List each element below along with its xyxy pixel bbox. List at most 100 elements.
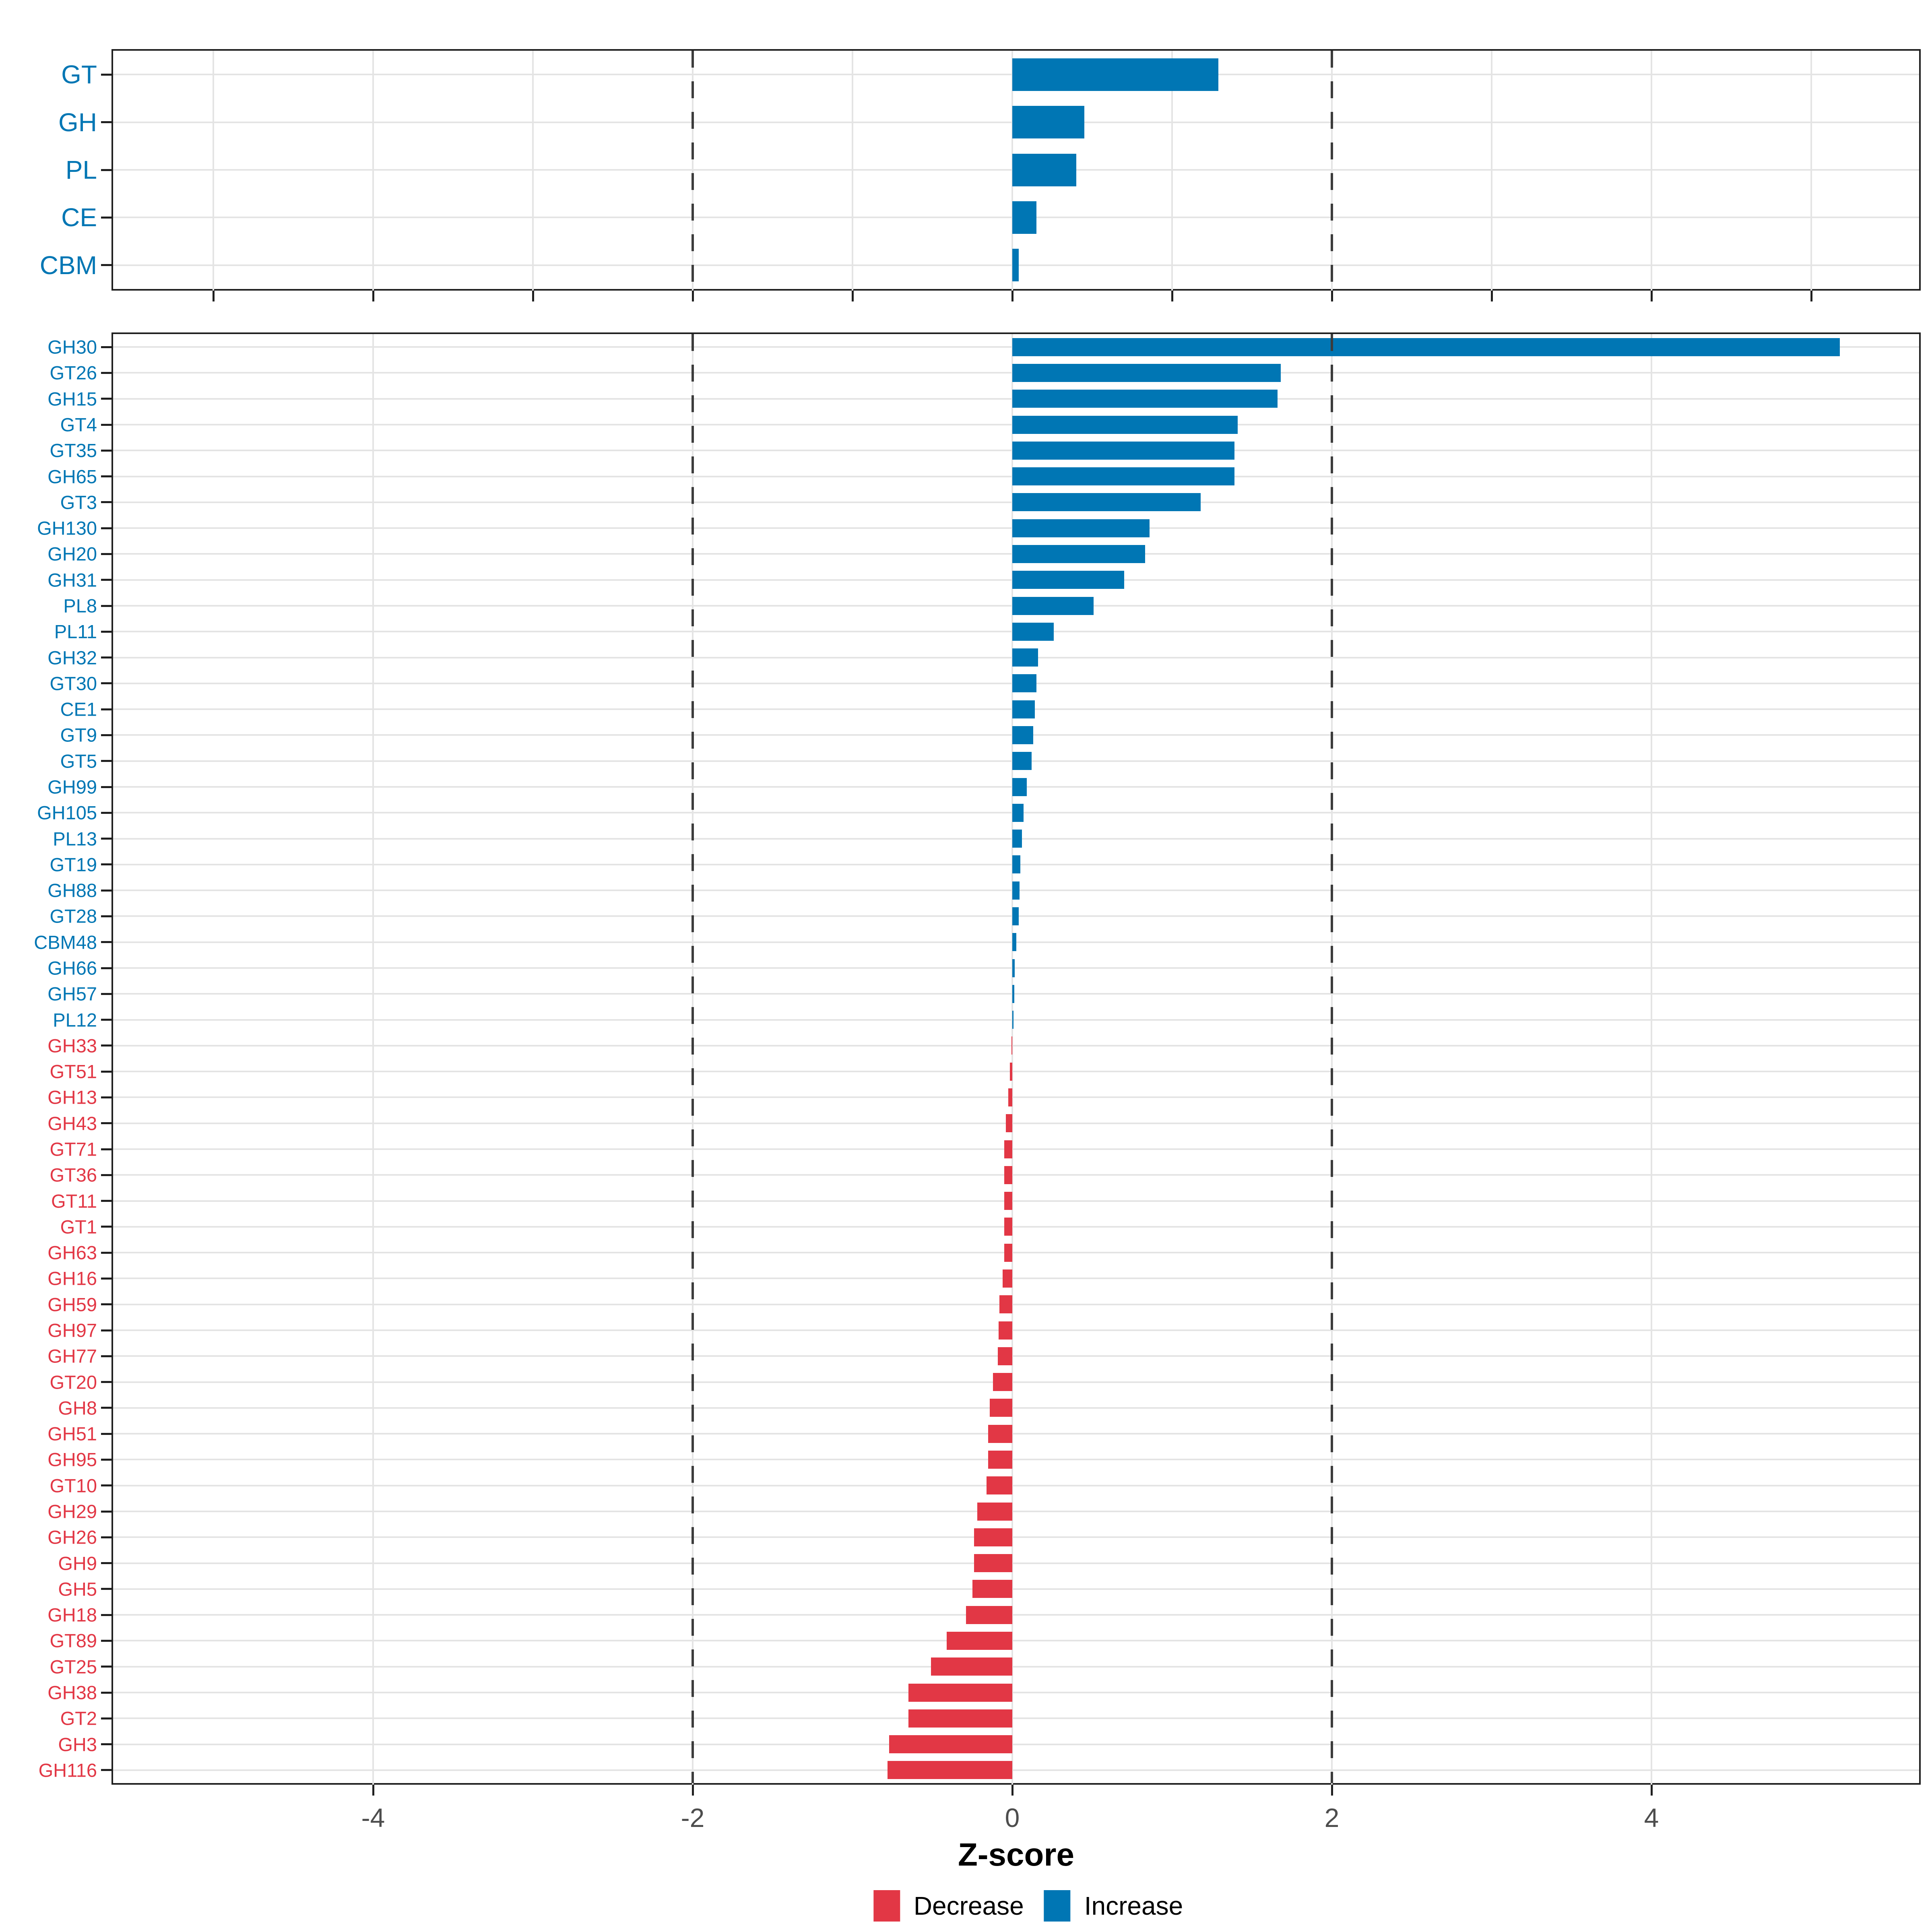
bar-GH26: [974, 1528, 1012, 1546]
category-label-GH51: GH51: [47, 1423, 97, 1445]
y-tick-GH97: [101, 1329, 111, 1331]
bar-GH43: [1006, 1114, 1012, 1132]
gridline-row-GH59: [113, 1303, 1919, 1305]
x-tick-3-panel0: [1490, 291, 1493, 301]
category-label-GH3: GH3: [58, 1734, 97, 1755]
bar-GH32: [1012, 648, 1038, 667]
y-tick-GT3: [101, 501, 111, 504]
category-label-GT71: GT71: [50, 1138, 97, 1160]
x-tick-2-panel1: [1331, 1785, 1333, 1796]
bar-CE1: [1012, 700, 1035, 718]
category-label-GH9: GH9: [58, 1552, 97, 1574]
gridline-row-GH8: [113, 1407, 1919, 1409]
category-label-GH31: GH31: [47, 569, 97, 591]
bar-GT36: [1004, 1166, 1012, 1184]
y-tick-GH15: [101, 398, 111, 400]
category-label-GH38: GH38: [47, 1682, 97, 1703]
category-label-CE: CE: [61, 203, 97, 232]
gridline-row-GT2: [113, 1717, 1919, 1719]
gridline-x-4: [1651, 334, 1652, 1786]
bar-PL: [1012, 154, 1076, 186]
category-label-GH: GH: [58, 107, 97, 137]
x-tick--4-panel0: [372, 291, 374, 301]
gridline-x--3: [532, 51, 534, 292]
category-label-GH77: GH77: [47, 1345, 97, 1367]
category-label-GH5: GH5: [58, 1578, 97, 1600]
y-tick-GT1: [101, 1226, 111, 1228]
category-label-GH30: GH30: [47, 336, 97, 358]
category-label-GT25: GT25: [50, 1656, 97, 1678]
y-tick-GH26: [101, 1536, 111, 1538]
bar-GH8: [990, 1399, 1012, 1417]
category-label-GT4: GT4: [60, 414, 97, 436]
gridline-row-GH29: [113, 1511, 1919, 1512]
bar-GT89: [947, 1632, 1012, 1650]
y-tick-CE: [101, 216, 111, 219]
category-label-GH8: GH8: [58, 1397, 97, 1419]
x-tick-label-4: 4: [1644, 1803, 1659, 1833]
y-tick-GH63: [101, 1251, 111, 1254]
y-tick-GH99: [101, 786, 111, 788]
category-label-GH26: GH26: [47, 1526, 97, 1548]
bar-GH30: [1012, 338, 1840, 356]
dashed-line-x--2: [691, 334, 694, 1783]
bar-GT51: [1010, 1063, 1012, 1081]
x-tick--4-panel1: [372, 1785, 374, 1796]
category-label-PL8: PL8: [63, 595, 97, 617]
y-tick-GH38: [101, 1691, 111, 1694]
category-label-GT10: GT10: [50, 1475, 97, 1496]
gridline-row-GH77: [113, 1355, 1919, 1357]
bar-GH3: [889, 1735, 1012, 1753]
y-tick-GH43: [101, 1122, 111, 1125]
bar-GH88: [1012, 881, 1020, 900]
category-label-GH15: GH15: [47, 388, 97, 410]
gridline-x-1: [1171, 51, 1173, 292]
y-tick-GH31: [101, 579, 111, 581]
bar-GH9: [974, 1554, 1012, 1572]
bar-GH5: [972, 1580, 1012, 1598]
y-tick-GH16: [101, 1277, 111, 1280]
bar-GT11: [1004, 1192, 1012, 1210]
legend: Decrease Increase: [873, 1890, 1183, 1922]
bar-GT3: [1012, 493, 1201, 511]
gridline-row-GT36: [113, 1174, 1919, 1176]
bar-GT2: [908, 1709, 1012, 1728]
gridline-row-GH5: [113, 1588, 1919, 1590]
bar-PL8: [1012, 597, 1094, 615]
gridline-x-5: [1810, 51, 1812, 292]
gridline-row-GT10: [113, 1484, 1919, 1486]
y-tick-GT26: [101, 372, 111, 374]
category-label-PL: PL: [65, 155, 97, 184]
gridline-x-0: [1011, 334, 1013, 1786]
y-tick-GT89: [101, 1639, 111, 1642]
bar-GH20: [1012, 545, 1145, 563]
bar-GH33: [1011, 1036, 1012, 1055]
gridline-row-GH57: [113, 993, 1919, 995]
category-label-GH43: GH43: [47, 1113, 97, 1134]
category-label-CE1: CE1: [60, 698, 97, 720]
bar-GH29: [977, 1503, 1012, 1521]
y-tick-GH29: [101, 1510, 111, 1513]
bar-CE: [1012, 201, 1036, 234]
y-tick-GT2: [101, 1717, 111, 1719]
category-label-GH16: GH16: [47, 1267, 97, 1289]
gridline-row-GH33: [113, 1044, 1919, 1046]
gridline-row-GH16: [113, 1278, 1919, 1280]
category-label-PL13: PL13: [53, 828, 97, 850]
y-tick-GT35: [101, 449, 111, 452]
x-tick--3-panel0: [532, 291, 534, 301]
y-tick-GT19: [101, 863, 111, 866]
category-label-GH33: GH33: [47, 1035, 97, 1057]
bar-GH105: [1012, 804, 1024, 822]
y-tick-GT4: [101, 423, 111, 426]
gridline-row-GH38: [113, 1692, 1919, 1693]
y-tick-GH8: [101, 1407, 111, 1409]
gridline-x-3: [1491, 51, 1492, 292]
y-tick-GT51: [101, 1070, 111, 1073]
x-tick-label--2: -2: [681, 1803, 705, 1833]
y-tick-GT: [101, 73, 111, 76]
category-label-GT3: GT3: [60, 491, 97, 513]
x-tick-5-panel0: [1810, 291, 1812, 301]
y-tick-GT5: [101, 760, 111, 762]
gridline-row-GH95: [113, 1459, 1919, 1461]
